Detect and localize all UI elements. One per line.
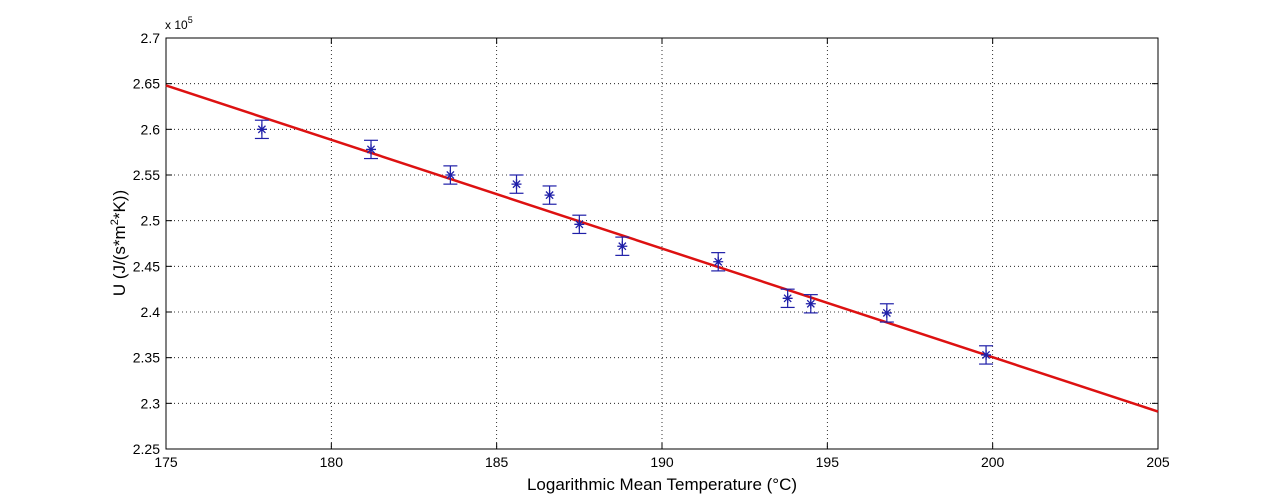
- y-tick-label: 2.45: [133, 258, 160, 274]
- x-tick-label: 185: [485, 454, 509, 470]
- x-tick-label: 195: [816, 454, 840, 470]
- y-tick-label: 2.5: [141, 213, 161, 229]
- asterisk-marker: [256, 124, 267, 135]
- data-points-layer: [254, 119, 994, 365]
- asterisk-marker: [617, 241, 628, 252]
- grid-lines: [165, 37, 1159, 450]
- y-axis-label: U (J/(s*m2*K)): [109, 190, 129, 296]
- data-point: [803, 294, 818, 314]
- y-tick-label: 2.3: [141, 395, 161, 411]
- asterisk-marker: [574, 219, 585, 230]
- asterisk-marker: [544, 190, 555, 201]
- x-tick-label: 180: [320, 454, 344, 470]
- asterisk-marker: [981, 349, 992, 360]
- data-point: [711, 252, 726, 272]
- asterisk-marker: [445, 170, 456, 180]
- data-point: [780, 288, 795, 309]
- data-point: [615, 236, 630, 256]
- asterisk-marker: [511, 179, 522, 190]
- asterisk-marker: [366, 144, 377, 155]
- data-point: [254, 119, 269, 140]
- axis-ticks: [165, 37, 1159, 450]
- x-tick-label: 190: [650, 454, 674, 470]
- y-tick-labels: 2.25 2.3 2.35 2.4 2.45 2.5 2.55 2.6 2.65 2.7: [133, 30, 160, 457]
- fit-line-layer: [165, 84, 1159, 413]
- asterisk-marker: [782, 293, 793, 304]
- x-tick-labels: 175 180 185 190 195 200 205: [154, 454, 1170, 470]
- data-point: [443, 165, 458, 185]
- data-point: [879, 303, 894, 323]
- x-tick-label: 175: [154, 454, 178, 470]
- x-tick-label: 205: [1146, 454, 1170, 470]
- data-point: [979, 345, 994, 365]
- asterisk-marker: [805, 298, 816, 309]
- y-tick-label: 2.25: [133, 441, 160, 457]
- x-axis-label: Logarithmic Mean Temperature (°C): [527, 475, 797, 494]
- y-multiplier: x 105: [165, 15, 193, 32]
- y-tick-label: 2.35: [133, 350, 160, 366]
- y-tick-label: 2.4: [141, 304, 161, 320]
- data-point: [509, 174, 524, 194]
- y-tick-label: 2.65: [133, 76, 160, 92]
- fit-line: [165, 84, 1159, 413]
- y-tick-label: 2.6: [141, 121, 161, 137]
- data-point: [572, 214, 587, 235]
- y-tick-label: 2.55: [133, 167, 160, 183]
- data-point: [542, 185, 557, 205]
- y-tick-label: 2.7: [141, 30, 161, 46]
- plot-area: [165, 37, 1159, 450]
- asterisk-marker: [713, 256, 724, 267]
- data-point: [364, 139, 379, 160]
- asterisk-marker: [881, 307, 892, 318]
- x-tick-label: 200: [981, 454, 1005, 470]
